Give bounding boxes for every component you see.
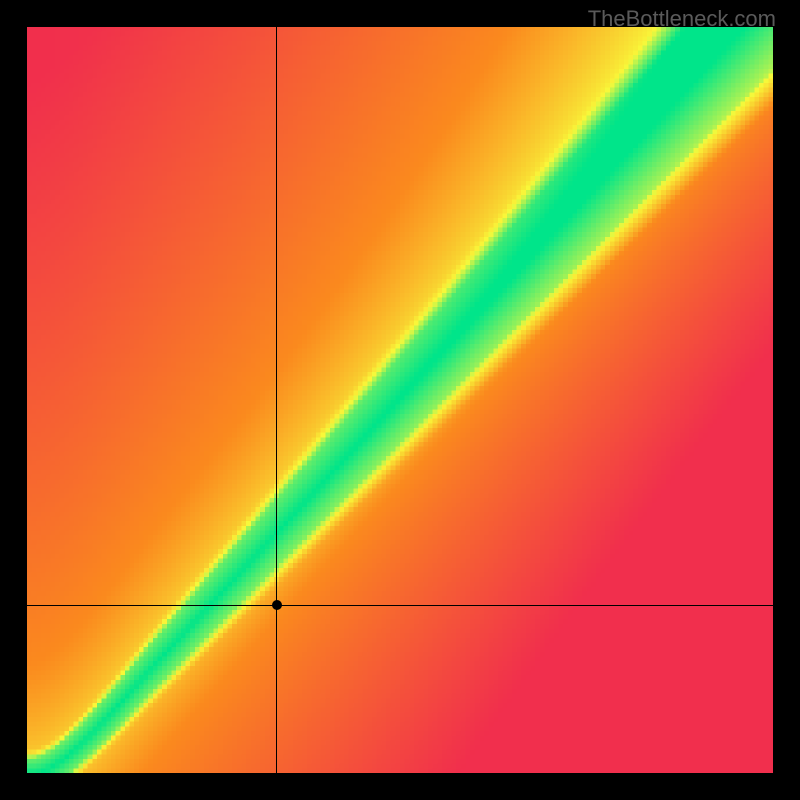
crosshair-horizontal [27, 605, 773, 606]
frame-left [0, 0, 27, 800]
selected-point-marker [272, 600, 282, 610]
frame-right [773, 0, 800, 800]
chart-container: TheBottleneck.com [0, 0, 800, 800]
crosshair-vertical [276, 27, 277, 773]
frame-bottom [0, 773, 800, 800]
bottleneck-heatmap [27, 27, 773, 773]
watermark-text: TheBottleneck.com [588, 6, 776, 32]
